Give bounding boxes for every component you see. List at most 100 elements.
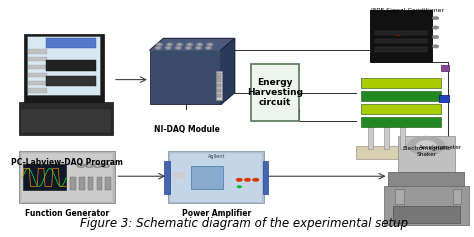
Bar: [384, 121, 389, 149]
Bar: [19, 151, 115, 203]
Circle shape: [156, 43, 163, 46]
Circle shape: [177, 47, 180, 49]
Bar: [27, 36, 100, 95]
Bar: [393, 206, 459, 223]
Bar: [400, 121, 405, 149]
Bar: [216, 71, 222, 100]
Bar: [263, 161, 268, 194]
Bar: [217, 78, 221, 82]
Circle shape: [166, 43, 173, 46]
Bar: [46, 59, 96, 71]
Text: Function Generator: Function Generator: [25, 210, 109, 219]
Bar: [374, 31, 428, 35]
Bar: [361, 78, 441, 88]
Circle shape: [416, 140, 437, 151]
Bar: [370, 10, 432, 62]
Bar: [368, 121, 373, 149]
Text: Power Amplifier: Power Amplifier: [182, 210, 251, 219]
Polygon shape: [150, 38, 235, 50]
Bar: [21, 109, 111, 133]
Circle shape: [175, 46, 182, 50]
Bar: [28, 73, 46, 77]
Bar: [191, 166, 223, 189]
Circle shape: [167, 47, 170, 49]
Bar: [70, 178, 76, 190]
Bar: [395, 189, 403, 205]
Circle shape: [174, 172, 185, 178]
Bar: [28, 57, 46, 61]
Bar: [23, 164, 66, 190]
Text: Figure 3: Schematic diagram of the experimental setup: Figure 3: Schematic diagram of the exper…: [80, 217, 408, 230]
Circle shape: [87, 165, 91, 167]
Text: Energy
Harvesting
circuit: Energy Harvesting circuit: [247, 78, 303, 108]
Circle shape: [432, 45, 439, 48]
Bar: [384, 186, 469, 224]
Bar: [217, 94, 221, 97]
Circle shape: [207, 47, 210, 49]
Circle shape: [178, 44, 181, 45]
Circle shape: [187, 47, 190, 49]
Bar: [19, 102, 113, 135]
Circle shape: [432, 17, 439, 20]
Circle shape: [101, 164, 110, 168]
Circle shape: [168, 44, 171, 45]
Bar: [28, 50, 46, 54]
Circle shape: [96, 165, 99, 167]
Bar: [105, 178, 111, 190]
Polygon shape: [221, 38, 235, 104]
Bar: [164, 161, 170, 194]
Bar: [217, 89, 221, 92]
Circle shape: [244, 178, 251, 181]
Circle shape: [165, 46, 171, 50]
Bar: [171, 153, 262, 202]
Bar: [398, 136, 455, 173]
Circle shape: [188, 44, 191, 45]
Bar: [79, 178, 84, 190]
Circle shape: [176, 43, 183, 46]
Bar: [374, 47, 428, 52]
Circle shape: [186, 43, 193, 46]
Circle shape: [79, 165, 83, 167]
Bar: [168, 151, 264, 203]
Bar: [361, 117, 441, 127]
Bar: [24, 34, 104, 104]
Circle shape: [93, 164, 101, 168]
Circle shape: [237, 186, 242, 188]
Bar: [28, 88, 46, 93]
Bar: [217, 84, 221, 87]
Bar: [374, 39, 428, 43]
Circle shape: [155, 46, 161, 50]
Bar: [46, 76, 96, 86]
Circle shape: [185, 46, 191, 50]
Bar: [28, 81, 46, 85]
Circle shape: [197, 43, 203, 46]
Bar: [97, 178, 102, 190]
Bar: [361, 104, 441, 114]
Text: Accelerometer: Accelerometer: [419, 146, 462, 150]
Circle shape: [195, 46, 201, 50]
Circle shape: [236, 178, 243, 181]
Text: Electromagnetic
Shaker: Electromagnetic Shaker: [402, 146, 450, 157]
Text: PC-Labview-DAQ Program: PC-Labview-DAQ Program: [11, 158, 123, 167]
Bar: [441, 65, 449, 71]
Circle shape: [77, 164, 85, 168]
Circle shape: [207, 43, 213, 46]
Circle shape: [205, 46, 212, 50]
Circle shape: [104, 165, 108, 167]
Circle shape: [432, 35, 439, 39]
Bar: [388, 172, 464, 187]
Bar: [150, 50, 221, 104]
Circle shape: [158, 44, 161, 45]
Text: Agilent: Agilent: [208, 154, 225, 159]
Circle shape: [199, 44, 201, 45]
Bar: [28, 65, 46, 69]
Bar: [21, 153, 113, 202]
Circle shape: [197, 47, 200, 49]
Circle shape: [209, 44, 211, 45]
Text: NI-DAQ Module: NI-DAQ Module: [154, 125, 219, 134]
Bar: [356, 146, 448, 159]
Bar: [361, 91, 441, 101]
Bar: [88, 178, 93, 190]
Circle shape: [85, 164, 93, 168]
Text: IEPE Signal Conditioner: IEPE Signal Conditioner: [372, 8, 445, 13]
